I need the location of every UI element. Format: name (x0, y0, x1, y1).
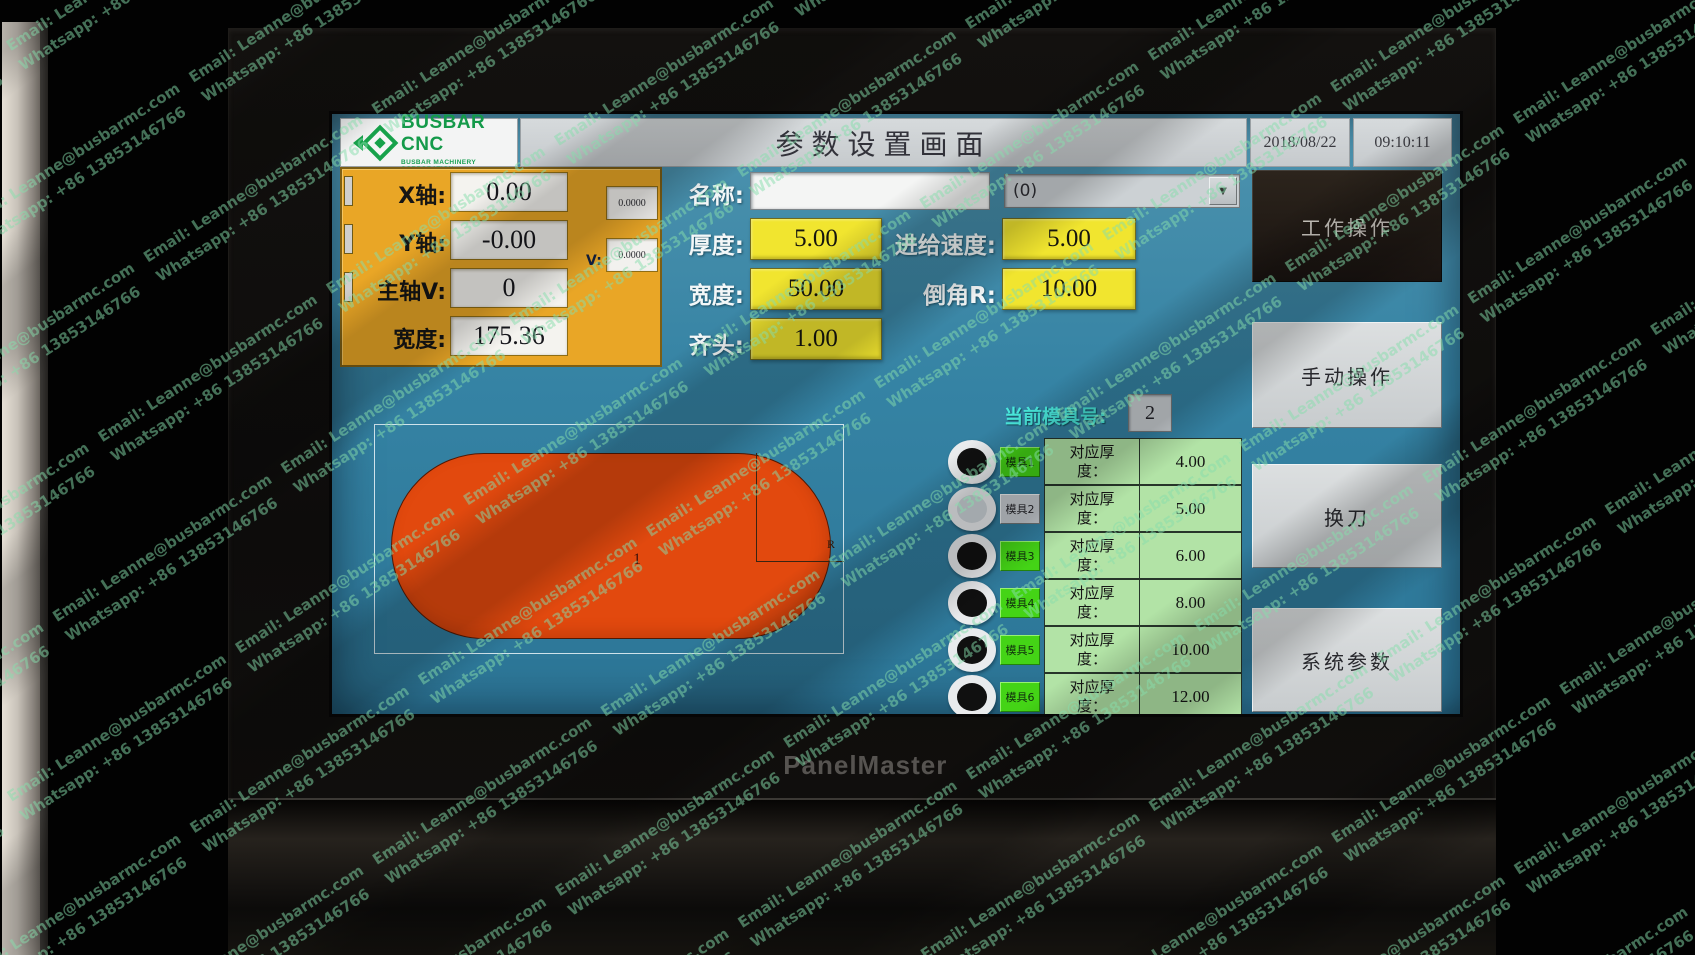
mold-thickness-label: 对应厚度： (1044, 438, 1140, 485)
mold-row-1: 模具1 对应厚度： 4.00 (940, 438, 1242, 485)
mold-2-thickness-value[interactable]: 5.00 (1139, 485, 1242, 532)
page-title: 参数设置画面 (775, 127, 992, 161)
mold-4-button[interactable]: 模具4 (1000, 588, 1040, 618)
axis-readout-panel: X轴: 0.00 Y轴: -0.00 主轴V: 0 宽度: 175.36 (340, 167, 662, 367)
chamfer-r-field[interactable]: 10.00 (1002, 268, 1136, 310)
title-bar: 参数设置画面 (520, 118, 1247, 167)
thickness-field[interactable]: 5.00 (750, 218, 882, 260)
mold-row-3: 模具3 对应厚度： 6.00 (940, 532, 1242, 579)
mold-4-thickness-value[interactable]: 8.00 (1139, 579, 1242, 626)
dropdown-value: (0) (1013, 181, 1038, 201)
radius-annotation-line-v (756, 453, 757, 561)
mold-thickness-label: 对应厚度： (1044, 485, 1140, 532)
spindle-label: 主轴V: (377, 280, 446, 305)
axis-row-y: Y轴: -0.00 (342, 220, 660, 260)
mold-thickness-label: 对应厚度： (1044, 579, 1140, 626)
mold-row-2: 模具2 对应厚度： 5.00 (940, 485, 1242, 532)
logo-arrow-icon (345, 134, 363, 151)
mold-thickness-label: 对应厚度： (1044, 532, 1140, 579)
date-text: 2018/08/22 (1263, 133, 1337, 151)
width-readout-label: 宽度: (393, 328, 446, 353)
current-mold-value: 2 (1128, 394, 1172, 432)
v-value-1: 0.0000 (606, 186, 658, 220)
mold-thickness-label: 对应厚度： (1044, 626, 1140, 673)
mold-5-thickness-value[interactable]: 10.00 (1139, 626, 1242, 673)
wall-edge-shadow (40, 22, 48, 955)
mold-1-button[interactable]: 模具1 (1000, 447, 1040, 477)
mold-3-thickness-value[interactable]: 6.00 (1139, 532, 1242, 579)
width-readout-value: 175.36 (450, 316, 568, 356)
panelmaster-brand: PanelMaster (783, 750, 948, 780)
axis-indicator-tab (344, 224, 353, 254)
axis-row-x: X轴: 0.00 (342, 172, 660, 212)
mold-6-button[interactable]: 模具6 (1000, 682, 1040, 712)
axis-row-spindle: 主轴V: 0 (342, 268, 660, 308)
name-label: 名称: (688, 183, 744, 209)
mold-row-4: 模具4 对应厚度： 8.00 (940, 579, 1242, 626)
width-field[interactable]: 50.00 (750, 268, 882, 310)
mold-row-6: 模具6 对应厚度： 12.00 (940, 673, 1242, 714)
v-label: V: (586, 253, 602, 269)
mold-5-button[interactable]: 模具5 (1000, 635, 1040, 665)
busbar-shape-preview (391, 453, 831, 639)
flush-head-field[interactable]: 1.00 (750, 318, 882, 360)
manual-operation-button[interactable]: 手动操作 (1252, 322, 1442, 428)
feed-speed-label: 进给速度: (894, 233, 996, 259)
current-mold-label: 当前模具号: (1004, 406, 1107, 428)
mold-indicator-lamp (948, 534, 996, 578)
tool-change-button[interactable]: 换刀 (1252, 464, 1442, 568)
radius-label: R (827, 537, 836, 551)
flush-head-label: 齐头: (688, 333, 744, 359)
v-value-2: 0.0000 (606, 238, 658, 272)
time-display: 09:10:11 (1353, 118, 1452, 167)
busbar-logo-icon (361, 124, 399, 161)
feed-speed-field[interactable]: 5.00 (1002, 218, 1136, 260)
mold-2-button[interactable]: 模具2 (1000, 494, 1040, 524)
thickness-label: 厚度: (688, 233, 744, 259)
mold-1-thickness-value[interactable]: 4.00 (1139, 438, 1242, 485)
monitor-bezel: BUSBAR CNC BUSBAR MACHINERY CORPORATION … (228, 28, 1496, 955)
date-display: 2018/08/22 (1250, 118, 1350, 167)
chevron-down-icon[interactable]: ▼ (1209, 177, 1237, 205)
axis-indicator-tab (344, 176, 353, 206)
system-params-button[interactable]: 系统参数 (1252, 608, 1442, 712)
mold-indicator-lamp (948, 487, 996, 531)
mold-6-thickness-value[interactable]: 12.00 (1139, 673, 1242, 714)
shape-preview-frame: 1 R (374, 424, 844, 654)
chamfer-r-label: 倒角R: (923, 283, 996, 309)
axis-row-width: 宽度: 175.36 (342, 316, 660, 356)
width-label: 宽度: (688, 283, 744, 309)
mold-thickness-label: 对应厚度： (1044, 673, 1140, 714)
mold-row-5: 模具5 对应厚度： 10.00 (940, 626, 1242, 673)
y-axis-label: Y轴: (399, 232, 446, 257)
hmi-screen: BUSBAR CNC BUSBAR MACHINERY CORPORATION … (332, 114, 1460, 714)
mold-indicator-lamp (948, 581, 996, 625)
mold-indicator-lamp (948, 628, 996, 672)
logo-box: BUSBAR CNC BUSBAR MACHINERY CORPORATION (340, 114, 518, 173)
axis-indicator-tab (344, 272, 353, 302)
y-axis-value: -0.00 (450, 220, 568, 260)
bezel-lower-band (228, 800, 1496, 955)
radius-annotation-line-h (756, 561, 844, 562)
x-axis-label: X轴: (398, 184, 446, 209)
logo-name: BUSBAR CNC (401, 114, 486, 155)
mold-indicator-lamp (948, 440, 996, 484)
work-operation-button[interactable]: 工作操作 (1252, 170, 1442, 282)
name-input[interactable] (750, 172, 990, 210)
x-axis-value: 0.00 (450, 172, 568, 212)
shape-number-label: 1 (633, 551, 641, 568)
wall-edge-strip (2, 22, 40, 955)
time-text: 09:10:11 (1374, 133, 1431, 151)
mold-3-button[interactable]: 模具3 (1000, 541, 1040, 571)
program-dropdown[interactable]: (0) ▼ (1004, 174, 1240, 208)
spindle-value: 0 (450, 268, 568, 308)
bezel-divider-line (228, 798, 1496, 800)
mold-indicator-lamp (948, 675, 996, 714)
